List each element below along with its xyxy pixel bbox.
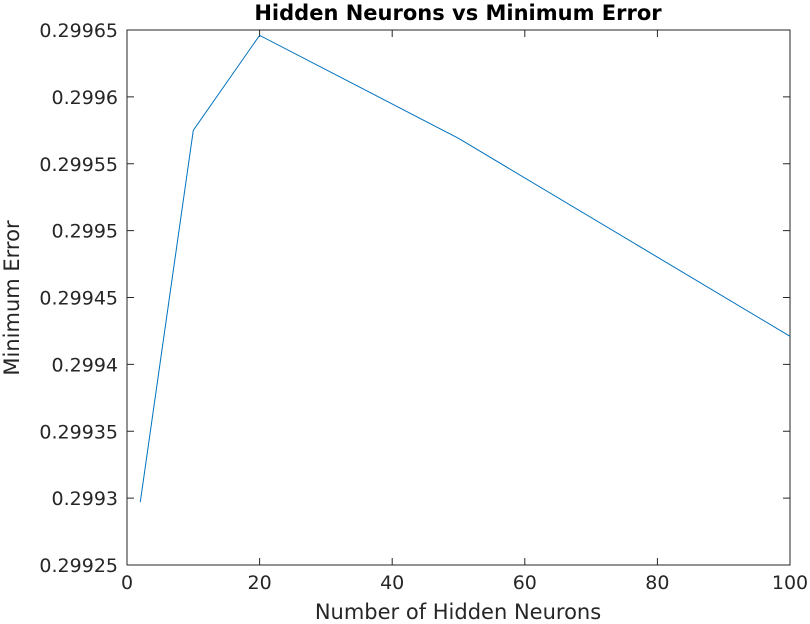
y-axis: 0.29925 0.2993 0.29935 0.2994 0.29945 0.2995 0… [39, 20, 790, 577]
plot-area [126, 29, 791, 566]
y-axis-label: Minimum Error [0, 220, 24, 376]
x-tick-label: 100 [772, 572, 808, 594]
y-tick-label: 0.2993 [52, 488, 118, 510]
y-tick-label: 0.2994 [52, 354, 118, 376]
series-line [139, 34, 791, 503]
x-tick-label: 0 [121, 572, 133, 594]
y-tick-label: 0.29955 [39, 154, 118, 176]
x-tick-label: 80 [645, 572, 669, 594]
x-tick-label: 60 [513, 572, 537, 594]
x-axis: 0 20 40 60 80 100 [121, 30, 808, 594]
y-tick-label: 0.29945 [39, 288, 118, 310]
x-tick-label: 20 [248, 572, 272, 594]
y-tick-label: 0.29965 [39, 20, 118, 42]
x-axis-label: Number of Hidden Neurons [315, 600, 601, 624]
y-tick-label: 0.2996 [52, 87, 118, 109]
y-tick-label: 0.29925 [39, 555, 118, 577]
y-tick-label: 0.2995 [52, 221, 118, 243]
x-tick-label: 40 [380, 572, 404, 594]
series-layer [139, 34, 791, 503]
chart-title: Hidden Neurons vs Minimum Error [254, 1, 662, 25]
y-tick-label: 0.29935 [39, 421, 118, 443]
